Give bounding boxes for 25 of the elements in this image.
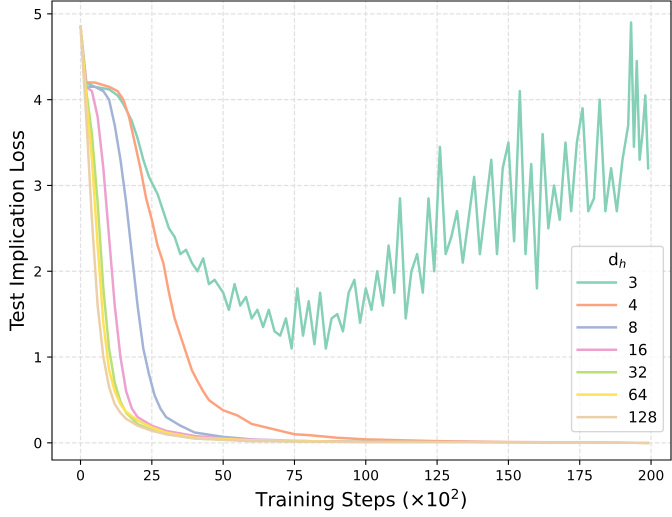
x-tick-label: 0 [77,470,84,480]
x-tick-label: 100 [354,470,378,480]
y-tick-label: 1 [34,352,41,362]
x-tick-label: 50 [215,470,232,480]
y-tick-label: 4 [34,94,42,105]
legend-label: 3 [629,276,637,288]
x-axis-title: Training Steps (×10$^{2}$) [255,488,466,510]
legend-label: 8 [629,321,637,333]
legend-label: 64 [629,388,647,400]
x-tick-label: 75 [286,470,302,480]
legend-label: 32 [629,366,646,378]
y-tick-label: 5 [34,9,42,20]
y-tick-label: 0 [34,438,42,448]
x-tick-label: 25 [144,470,160,480]
legend-label: 4 [628,299,637,310]
legend-label: 128 [630,411,656,423]
legend-label: 16 [630,344,647,356]
x-tick-label: 150 [496,470,521,480]
y-axis-title: Test Implication Loss [9,130,28,332]
x-tick-label: 175 [568,470,592,480]
y-tick-label: 3 [34,180,42,191]
legend-title: d$_{h}$ [609,252,626,268]
x-tick-label: 200 [638,470,664,480]
y-tick-label: 2 [34,266,41,277]
x-tick-label: 125 [425,470,450,480]
